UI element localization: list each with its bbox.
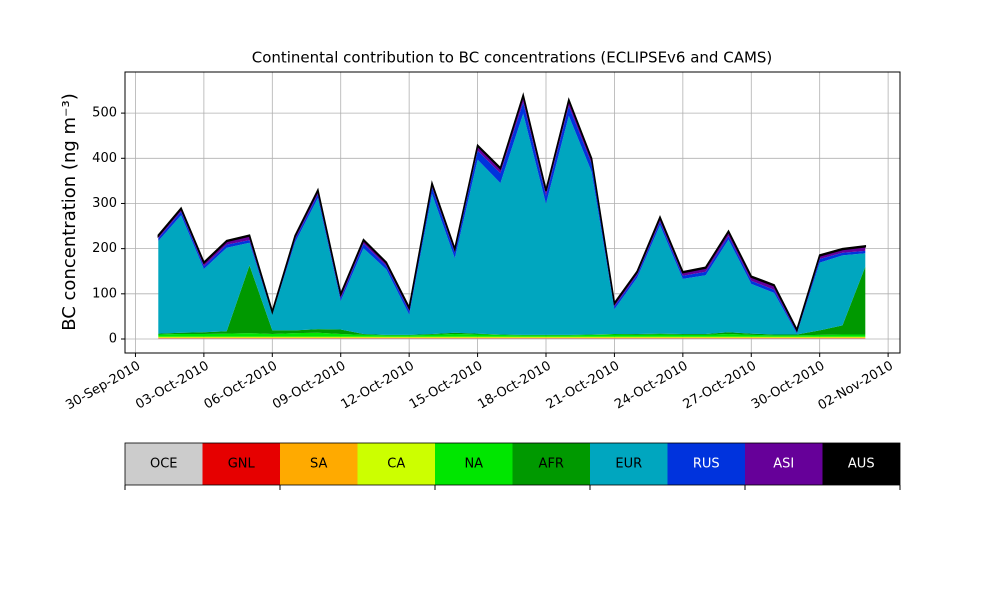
area [158,336,866,338]
legend-swatch [822,443,900,485]
legend-label: AUS [848,457,875,472]
y-axis-label: BC concentration (ng m⁻³) [59,93,80,331]
legend-label: NA [464,457,483,472]
area [158,265,866,336]
legend-swatch [667,443,745,485]
y-tick-label: 100 [92,286,117,301]
y-tick-label: 300 [92,196,117,211]
area [157,92,867,333]
legend-swatch [357,443,435,485]
y-tick-label: 0 [109,331,117,346]
legend-swatch [435,443,513,485]
legend-label: CA [387,457,405,472]
area [158,95,866,333]
plot-frame [124,71,901,354]
area [158,337,866,339]
area [158,113,866,335]
y-tick-label: 500 [92,106,117,121]
legend-label: SA [310,457,327,472]
legend-label: AFR [539,457,564,472]
legend-label: ASI [773,457,794,472]
area [158,102,866,334]
legend-swatch [512,443,590,485]
area [158,332,866,337]
legend-label: EUR [615,457,642,472]
legend-label: OCE [150,457,178,472]
legend-swatch [125,443,203,485]
legend-swatch [280,443,358,485]
y-tick-label: 400 [92,151,117,166]
legend-swatch [745,443,823,485]
chart-title: Continental contribution to BC concentra… [252,49,773,67]
legend-swatch [590,443,668,485]
y-tick-label: 200 [92,241,117,256]
legend-swatch [202,443,280,485]
area [158,338,866,339]
legend-label: RUS [693,457,720,472]
legend-frame [124,442,901,486]
legend-label: GNL [228,457,256,472]
